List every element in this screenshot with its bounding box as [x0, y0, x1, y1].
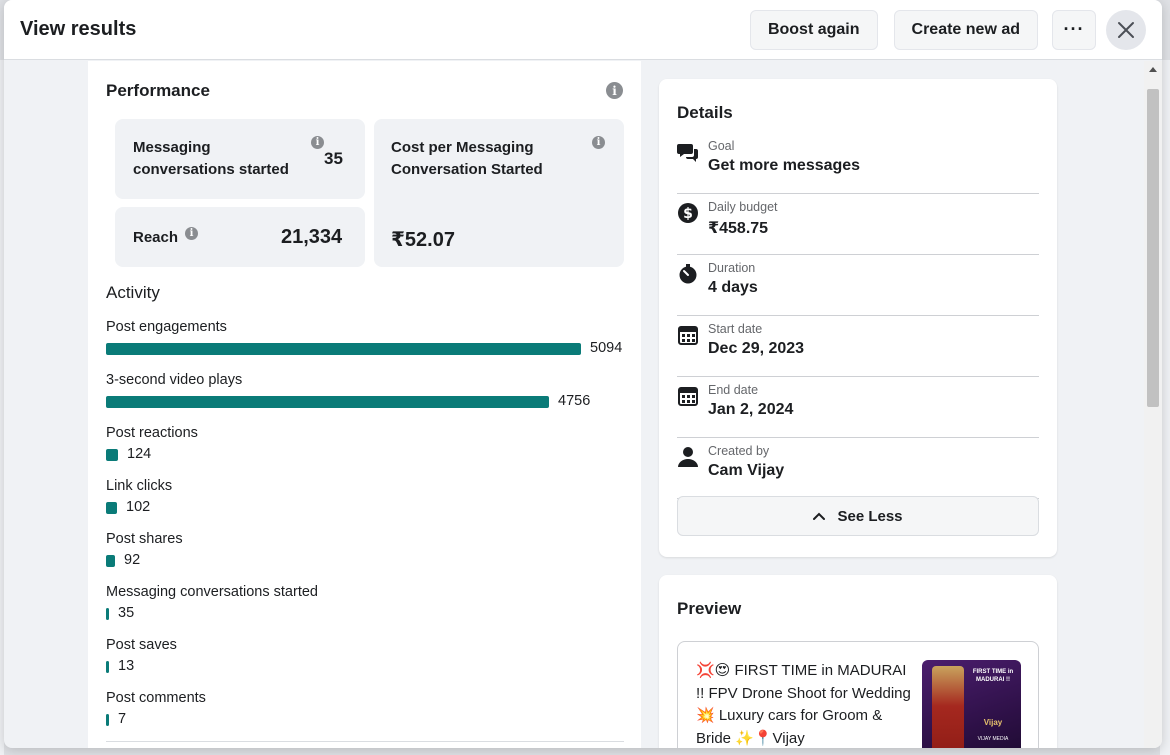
activity-label: 3-second video plays	[106, 372, 243, 388]
metric-value: 21,334	[281, 226, 343, 248]
activity-value: 124	[127, 446, 152, 462]
view-results-dialog: View results Boost again Create new ad ·…	[4, 0, 1162, 748]
detail-value: Jan 2, 2024	[708, 401, 794, 418]
activity-value: 92	[124, 552, 141, 568]
detail-value: 4 days	[708, 279, 758, 296]
info-icon[interactable]: i	[606, 82, 623, 99]
metric-label: Conversation Started	[391, 161, 543, 178]
background-page-edge	[0, 60, 4, 755]
activity-value: 5094	[590, 340, 623, 356]
activity-bar	[106, 396, 549, 408]
activity-label: Post engagements	[106, 319, 227, 335]
dialog-header: View results Boost again Create new ad ·…	[4, 0, 1162, 60]
detail-key: Start date	[708, 322, 763, 336]
performance-title: Performance	[106, 81, 210, 100]
thumbnail-brand: Vijay	[983, 718, 1003, 727]
preview-title: Preview	[677, 599, 742, 618]
detail-value: Cam Vijay	[708, 462, 785, 479]
activity-label: Post saves	[106, 637, 177, 653]
details-card: Details Goal Get more messages $ Daily budg…	[659, 79, 1057, 557]
activity-bar	[106, 714, 109, 726]
create-new-ad-button[interactable]: Create new ad	[893, 9, 1038, 50]
activity-bar	[106, 343, 581, 355]
more-options-button[interactable]: ···	[1052, 9, 1096, 50]
detail-key: Created by	[708, 444, 770, 458]
dollar-icon: $	[678, 203, 698, 223]
thumbnail-image	[932, 666, 964, 748]
stopwatch-icon	[679, 264, 697, 284]
detail-row: Goal Get more messages	[677, 133, 1039, 194]
see-less-label: See Less	[837, 507, 903, 525]
reach-card: Reach i 21,334	[115, 207, 365, 267]
activity-label: Post shares	[106, 531, 183, 547]
ad-preview-thumbnail: FIRST TIME in MADURAI !! Vijay VIJAY MED…	[922, 660, 1021, 748]
activity-value: 4756	[558, 393, 591, 409]
detail-key: End date	[708, 383, 759, 397]
info-icon[interactable]: i	[185, 227, 198, 240]
activity-label: Post reactions	[106, 425, 198, 441]
metric-label: Cost per Messaging	[391, 139, 534, 156]
metric-value: ₹52.07	[391, 229, 455, 251]
close-button[interactable]	[1106, 9, 1146, 50]
detail-key: Goal	[708, 139, 735, 153]
performance-panel: Performance i Messaging conversations st…	[88, 61, 641, 748]
scrollbar[interactable]	[1144, 61, 1162, 748]
activity-label: Messaging conversations started	[106, 584, 318, 600]
detail-row: Created by Cam Vijay	[677, 438, 1039, 499]
detail-value: Dec 29, 2023	[708, 340, 805, 357]
calendar-icon	[678, 326, 698, 345]
see-less-button[interactable]: See Less	[677, 496, 1039, 536]
detail-row: Start date Dec 29, 2023	[677, 316, 1039, 377]
thumbnail-footer: VIJAY MEDIA	[977, 736, 1009, 742]
activity-bar	[106, 502, 117, 514]
metric-label: Reach	[133, 229, 179, 246]
detail-row: End date Jan 2, 2024	[677, 377, 1039, 438]
info-icon[interactable]: i	[592, 136, 605, 149]
detail-value: Get more messages	[708, 157, 861, 174]
boost-again-button[interactable]: Boost again	[749, 9, 878, 50]
messaging-conversations-card: Messaging conversations started i 35	[115, 119, 365, 199]
person-icon	[678, 447, 698, 467]
activity-bar	[106, 555, 115, 567]
detail-row: Duration 4 days	[677, 255, 1039, 316]
thumbnail-title: FIRST TIME in MADURAI !!	[972, 669, 1014, 683]
dialog-title: View results	[20, 18, 137, 40]
activity-title: Activity	[106, 283, 160, 302]
info-icon[interactable]: i	[311, 136, 324, 149]
chat-bubbles-icon	[677, 144, 698, 162]
calendar-icon	[678, 387, 698, 406]
detail-key: Duration	[708, 261, 756, 275]
details-title: Details	[677, 103, 733, 122]
activity-label: Link clicks	[106, 478, 173, 494]
activity-label: Post comments	[106, 690, 206, 706]
ad-preview-text: 💢😍 FIRST TIME in MADURAI !! FPV Drone Sh…	[696, 662, 911, 747]
close-icon	[1118, 21, 1134, 38]
activity-bar	[106, 608, 109, 620]
cost-per-messaging-card: Cost per Messaging Conversation Started …	[374, 119, 624, 267]
detail-row: $ Daily budget ₹458.75	[677, 194, 1039, 255]
activity-value: 102	[126, 499, 151, 515]
activity-value: 13	[118, 658, 135, 674]
detail-key: Daily budget	[708, 200, 778, 214]
metric-label: conversations started	[133, 161, 289, 178]
scrollbar-thumb[interactable]	[1147, 89, 1159, 407]
content-divider	[106, 741, 624, 748]
activity-bar	[106, 449, 118, 461]
metric-value: 35	[324, 149, 343, 168]
activity-bar	[106, 661, 109, 673]
preview-card: Preview 💢😍 FIRST TIME in MADURAI !! FPV …	[659, 575, 1057, 748]
ad-preview[interactable]: 💢😍 FIRST TIME in MADURAI !! FPV Drone Sh…	[677, 641, 1039, 748]
metric-label: Messaging	[133, 139, 211, 156]
svg-text:$: $	[683, 206, 693, 222]
chevron-up-icon	[813, 512, 826, 520]
background-page-edge-right	[1160, 60, 1170, 755]
scroll-up-arrow-icon[interactable]	[1149, 67, 1157, 72]
activity-value: 35	[118, 605, 135, 621]
detail-value: ₹458.75	[708, 220, 769, 237]
activity-value: 7	[118, 711, 127, 727]
dialog-content[interactable]: Performance i Messaging conversations st…	[4, 61, 1144, 748]
